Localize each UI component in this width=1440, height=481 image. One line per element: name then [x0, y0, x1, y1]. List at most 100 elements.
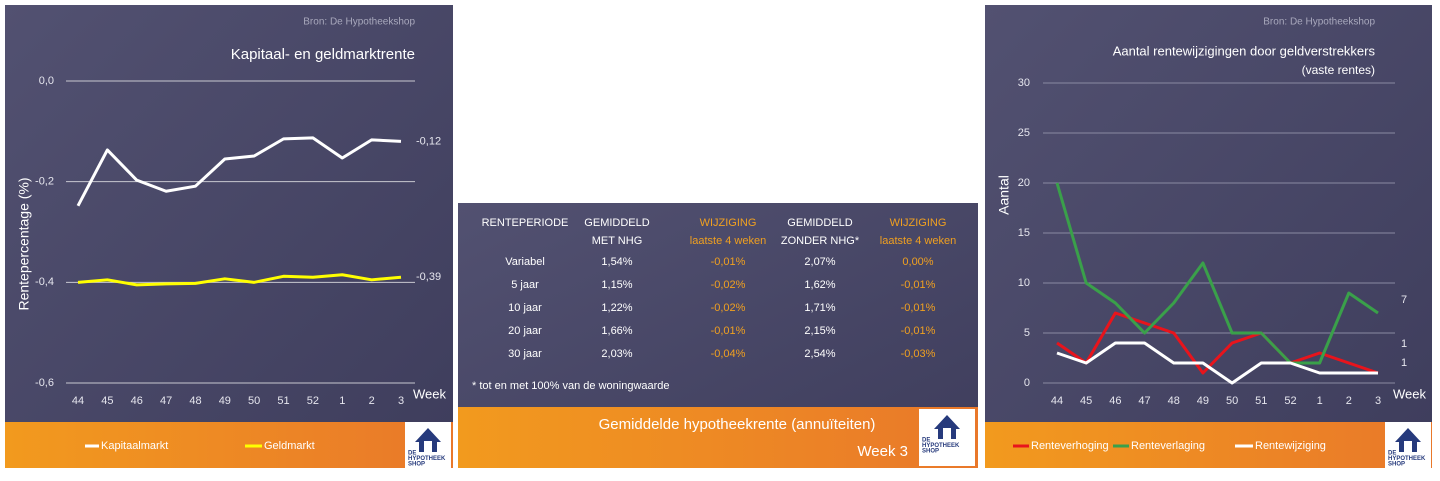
footer-left	[5, 422, 453, 468]
table-cell: 0,00%	[902, 256, 933, 268]
y-tick-label: 30	[1018, 77, 1030, 89]
x-tick-label: 2	[369, 395, 375, 407]
logo-text: DE	[922, 438, 930, 444]
table-cell: -0,01%	[711, 325, 746, 337]
table-cell: Variabel	[505, 256, 545, 268]
y-tick-label: 0,0	[39, 75, 54, 87]
table-footnote: * tot en met 100% van de woningwaarde	[472, 380, 670, 392]
logo-text: HYPOTHEEK	[922, 443, 960, 449]
x-tick-label: 49	[219, 395, 231, 407]
y-tick-label: -0,2	[35, 176, 54, 188]
table-cell: 2,03%	[601, 348, 632, 360]
table-cell: 20 jaar	[508, 325, 542, 337]
table-cell: -0,02%	[711, 302, 746, 314]
table-footer-week: Week 3	[857, 443, 908, 460]
panel-right	[985, 5, 1432, 468]
table-cell: -0,02%	[711, 279, 746, 291]
x-tick-label: 47	[1138, 395, 1150, 407]
content: Bron: De Hypotheekshop Kapitaal- en geldm…	[16, 17, 1431, 468]
y-axis-label: Aantal	[996, 175, 1012, 215]
table-cell: 30 jaar	[508, 348, 542, 360]
chart-title: Kapitaal- en geldmarktrente	[231, 46, 415, 63]
x-tick-label: 45	[101, 395, 113, 407]
legend-label: Kapitaalmarkt	[101, 440, 168, 452]
x-tick-label: 2	[1346, 395, 1352, 407]
table-cell: 1,15%	[601, 279, 632, 291]
table-cell: -0,01%	[711, 256, 746, 268]
x-tick-label: 3	[1375, 395, 1381, 407]
logo-text: SHOP	[922, 449, 939, 455]
table-cell: 2,15%	[804, 325, 835, 337]
table-header: laatste 4 weken	[880, 235, 956, 247]
table-cell: -0,04%	[711, 348, 746, 360]
chart-subtitle: (vaste rentes)	[1302, 63, 1375, 77]
legend-label: Rentewijziging	[1255, 440, 1326, 452]
table-header: laatste 4 weken	[690, 235, 766, 247]
logo-door	[1404, 441, 1412, 452]
x-tick-label: 49	[1197, 395, 1209, 407]
table-header: WIJZIGING	[890, 217, 947, 229]
logo-house	[1395, 428, 1421, 452]
series-line	[1056, 341, 1378, 385]
x-tick-label: 48	[1168, 395, 1180, 407]
series-line	[76, 136, 402, 207]
x-tick-label: 3	[398, 395, 404, 407]
table-cell: -0,01%	[901, 325, 936, 337]
x-tick-label: 46	[131, 395, 143, 407]
table-cell: 2,07%	[804, 256, 835, 268]
table-cell: 1,54%	[601, 256, 632, 268]
legend-label: Renteverhoging	[1031, 440, 1109, 452]
table-cell: -0,03%	[901, 348, 936, 360]
x-axis-label: Week	[413, 386, 446, 401]
data-label: -0,39	[416, 271, 441, 283]
table-cell: 1,22%	[601, 302, 632, 314]
table-cell: 5 jaar	[511, 279, 539, 291]
table-cell: -0,01%	[901, 279, 936, 291]
logo-door	[424, 441, 432, 452]
y-axis-label: Rentepercentage (%)	[16, 177, 32, 310]
logo-door	[943, 428, 951, 439]
table-cell: -0,01%	[901, 302, 936, 314]
y-tick-label: 25	[1018, 127, 1030, 139]
x-tick-label: 50	[248, 395, 260, 407]
y-tick-label: -0,6	[35, 377, 54, 389]
footer-right	[985, 422, 1432, 468]
x-tick-label: 44	[1051, 395, 1063, 407]
x-tick-label: 50	[1226, 395, 1238, 407]
table-header: ZONDER NHG*	[781, 235, 860, 247]
y-tick-label: 15	[1018, 227, 1030, 239]
series-line	[1055, 182, 1379, 365]
x-axis-label: Week	[1393, 386, 1426, 401]
table-header: MET NHG	[592, 235, 643, 247]
legend-label: Renteverlaging	[1131, 440, 1205, 452]
x-tick-label: 52	[1284, 395, 1296, 407]
data-label: 1	[1401, 338, 1407, 350]
y-tick-label: -0,4	[35, 276, 54, 288]
y-tick-label: 5	[1024, 327, 1030, 339]
x-tick-label: 51	[277, 395, 289, 407]
data-label: 7	[1401, 294, 1407, 306]
x-tick-label: 47	[160, 395, 172, 407]
logo-text: DE	[1388, 451, 1396, 457]
logo-house	[415, 428, 441, 452]
data-label: 1	[1401, 357, 1407, 369]
data-label: -0,12	[416, 135, 441, 147]
x-tick-label: 48	[189, 395, 201, 407]
table-header: GEMIDDELD	[584, 217, 649, 229]
table-cell: 1,66%	[601, 325, 632, 337]
chart-title: Aantal rentewijzigingen door geldverstre…	[1113, 43, 1376, 58]
logo-text: HYPOTHEEK	[408, 456, 446, 462]
y-tick-label: 20	[1018, 177, 1030, 189]
table-cell: 1,62%	[804, 279, 835, 291]
table-header: GEMIDDELD	[787, 217, 852, 229]
source: Bron: De Hypotheekshop	[1263, 17, 1375, 28]
logo-text: HYPOTHEEK	[1388, 456, 1426, 462]
table-footer-title: Gemiddelde hypotheekrente (annuïteiten)	[599, 416, 876, 433]
table-cell: 1,71%	[804, 302, 835, 314]
x-tick-label: 44	[72, 395, 84, 407]
legend-label: Geldmarkt	[264, 440, 315, 452]
x-tick-label: 52	[307, 395, 319, 407]
logo-text: DE	[408, 451, 416, 457]
footer-table	[458, 407, 978, 468]
